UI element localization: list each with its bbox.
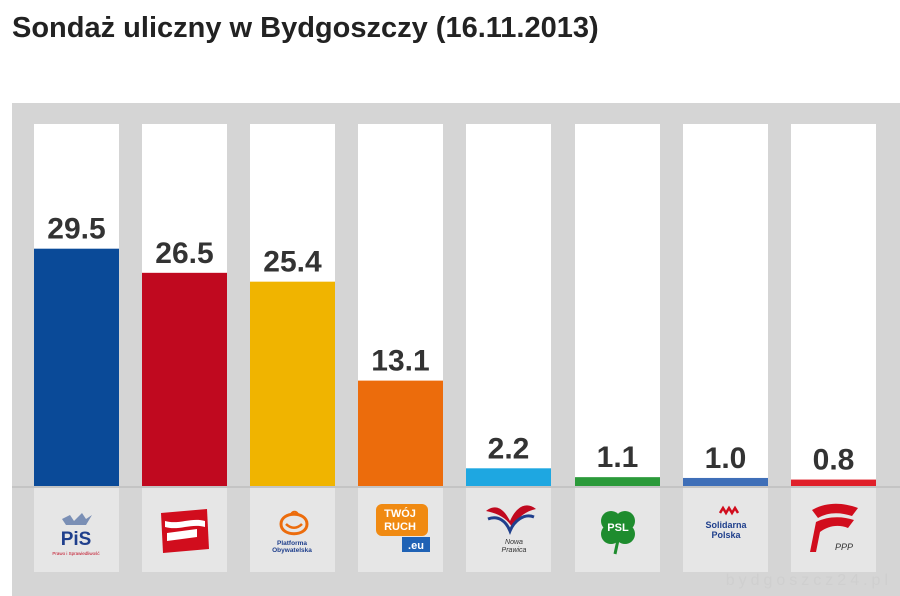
bar-ppp [791,479,876,486]
column-background-nowa-prawica [466,124,551,486]
sld-logo-icon [161,509,209,553]
sp-logo-line1: Solidarna [705,520,747,530]
value-label-nowa-prawica: 2.2 [488,432,530,465]
nowaprawica-logo-line1: Nowa [505,539,523,546]
nowaprawica-logo-icon: Nowa Prawica [486,505,536,554]
value-label-ppp: 0.8 [813,444,855,477]
sp-logo-icon: Solidarna Polska [705,505,747,540]
po-logo-line1: Platforma [277,540,307,547]
nowaprawica-logo-line2: Prawica [502,547,527,554]
column-background-ppp [791,124,876,486]
value-label-twoj-ruch: 13.1 [371,345,429,378]
psl-logo-text: PSL [607,522,629,534]
logo-tile-ppp [791,488,876,572]
twojruch-logo-line1: TWÓJ [384,507,416,520]
bar-platforma-obywatelska [250,281,335,486]
bar-solidarna-polska [683,477,768,486]
sp-logo-line2: Polska [711,530,741,540]
value-label-psl: 1.1 [597,441,639,474]
chart-panel: 29.5 26.5 25.4 13.1 2.2 1.1 1.0 0.8 PiS Prawo i… [12,103,900,596]
logo-tile-solidarna-polska [683,488,768,572]
value-label-solidarna-polska: 1.0 [705,442,747,475]
party-logos: PiS Prawo i Sprawiedliwość Platforma Oby… [52,503,858,556]
column-background-solidarna-polska [683,124,768,486]
po-logo-line2: Obywatelska [272,547,312,554]
pis-logo-text: PiS [61,529,92,550]
pis-logo-icon: PiS Prawo i Sprawiedliwość [52,513,100,556]
bar-pis [34,248,119,486]
chart-title: Sondaż uliczny w Bydgoszczy (16.11.2013) [12,12,599,44]
value-label-platforma-obywatelska: 25.4 [263,246,322,279]
value-label-pis: 29.5 [47,213,105,246]
bar-sld [142,272,227,486]
ppp-logo-icon: PPP [810,503,858,552]
logo-tile-platforma-obywatelska [250,488,335,572]
bar-twoj-ruch [358,380,443,486]
watermark: bydgoszcz24.pl [725,572,892,589]
bar-nowa-prawica [466,468,551,486]
column-background-psl [575,124,660,486]
po-logo-icon: Platforma Obywatelska [272,510,312,554]
bar-chart: 29.5 26.5 25.4 13.1 2.2 1.1 1.0 0.8 PiS Prawo i… [12,124,900,572]
twojruch-logo-line2: RUCH [384,521,416,533]
bar-columns: 29.5 26.5 25.4 13.1 2.2 1.1 1.0 0.8 [12,124,900,572]
pis-logo-subtext: Prawo i Sprawiedliwość [52,551,100,556]
ppp-logo-text: PPP [835,542,853,552]
logo-tile-pis [34,488,119,572]
psl-logo-icon: PSL [601,511,635,555]
value-label-sld: 26.5 [155,237,213,270]
bar-psl [575,477,660,486]
twojruch-logo-line3: .eu [408,540,424,552]
twojruch-logo-icon: TWÓJ RUCH .eu [376,504,430,552]
baseline [12,486,900,488]
